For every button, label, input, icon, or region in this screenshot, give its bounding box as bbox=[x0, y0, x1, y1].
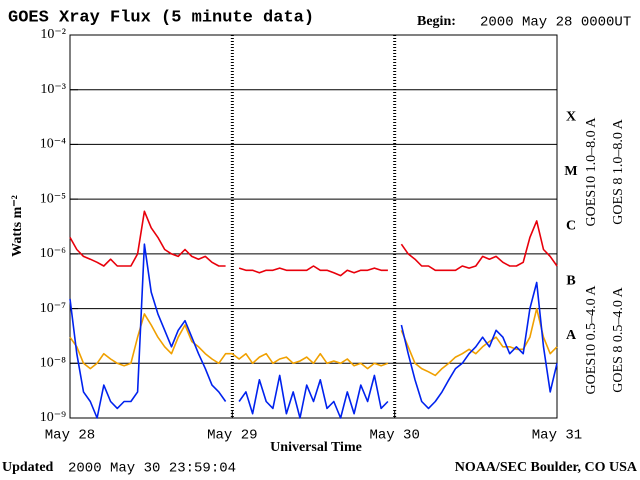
flare-class-label: X bbox=[566, 109, 576, 124]
legend-entry: GOES 8 0.5–4.0 A bbox=[611, 286, 626, 392]
legend-entry: GOES 8 1.0–8.0 A bbox=[611, 118, 626, 224]
series-line bbox=[69, 210, 558, 277]
legend-entry: GOES10 1.0–8.0 A bbox=[584, 117, 599, 227]
x-tick-label: May 28 bbox=[45, 428, 95, 444]
y-tick-label: 10⁻⁹ bbox=[40, 410, 66, 425]
y-tick-label: 10⁻⁷ bbox=[40, 301, 66, 316]
y-tick-label: 10⁻² bbox=[40, 27, 66, 42]
footer-label: Updated bbox=[2, 460, 54, 475]
flare-class-label: C bbox=[566, 219, 576, 234]
flare-class-label: M bbox=[564, 164, 577, 179]
y-tick-label: 10⁻⁶ bbox=[40, 246, 66, 261]
credit: NOAA/SEC Boulder, CO USA bbox=[455, 460, 638, 475]
chart-title: GOES Xray Flux (5 minute data) bbox=[8, 8, 314, 27]
y-tick-label: 10⁻⁴ bbox=[40, 137, 66, 152]
footer-value: 2000 May 30 23:59:04 bbox=[68, 461, 236, 477]
flare-class-label: A bbox=[566, 328, 577, 343]
x-axis-label: Universal Time bbox=[270, 440, 362, 455]
begin-label: Begin: bbox=[417, 14, 456, 29]
flare-class-label: B bbox=[566, 273, 575, 288]
x-tick-label: May 30 bbox=[369, 428, 419, 444]
legend-entry: GOES10 0.5–4.0 A bbox=[584, 285, 599, 395]
series-line bbox=[69, 243, 558, 419]
plot-frame bbox=[69, 34, 558, 419]
x-tick-label: May 31 bbox=[532, 428, 582, 444]
x-tick-label: May 29 bbox=[207, 428, 257, 444]
y-tick-label: 10⁻⁸ bbox=[40, 356, 66, 371]
y-tick-label: 10⁻⁵ bbox=[40, 191, 66, 206]
begin-value: 2000 May 28 0000UT bbox=[480, 15, 631, 31]
y-tick-label: 10⁻³ bbox=[40, 82, 66, 97]
series-line bbox=[69, 307, 558, 377]
y-axis-label: Watts m⁻² bbox=[10, 195, 25, 257]
